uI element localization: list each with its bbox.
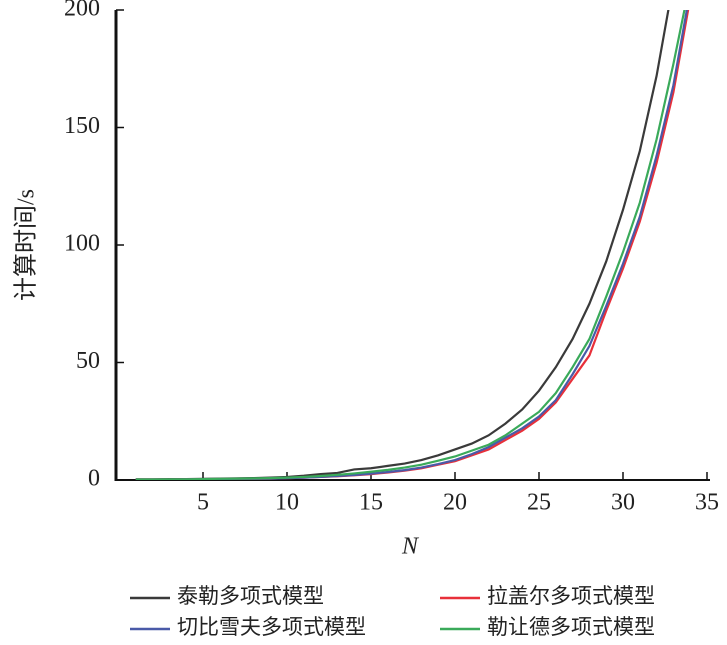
y-tick-label: 0 xyxy=(88,466,100,492)
y-axis-label: 计算时间/s xyxy=(13,189,40,301)
series-line xyxy=(135,10,670,480)
legend-label: 泰勒多项式模型 xyxy=(177,584,324,608)
legend-label: 拉盖尔多项式模型 xyxy=(487,584,655,608)
y-tick-label: 50 xyxy=(76,348,100,374)
x-tick-label: 20 xyxy=(443,490,467,516)
y-tick-label: 150 xyxy=(64,113,100,139)
y-tick-label: 200 xyxy=(64,0,100,22)
series-line xyxy=(135,10,688,480)
series-line xyxy=(135,10,690,480)
x-axis-label: N xyxy=(401,534,420,560)
x-tick-label: 35 xyxy=(695,490,719,516)
y-tick-label: 100 xyxy=(64,231,100,257)
legend-label: 勒让德多项式模型 xyxy=(487,615,655,639)
x-tick-label: 10 xyxy=(275,490,299,516)
x-tick-label: 30 xyxy=(611,490,635,516)
x-tick-label: 25 xyxy=(527,490,551,516)
legend-label: 切比雪夫多项式模型 xyxy=(177,615,366,639)
x-tick-label: 5 xyxy=(197,490,209,516)
plot-area xyxy=(135,10,690,480)
x-tick-label: 15 xyxy=(359,490,383,516)
series-line xyxy=(135,10,686,480)
